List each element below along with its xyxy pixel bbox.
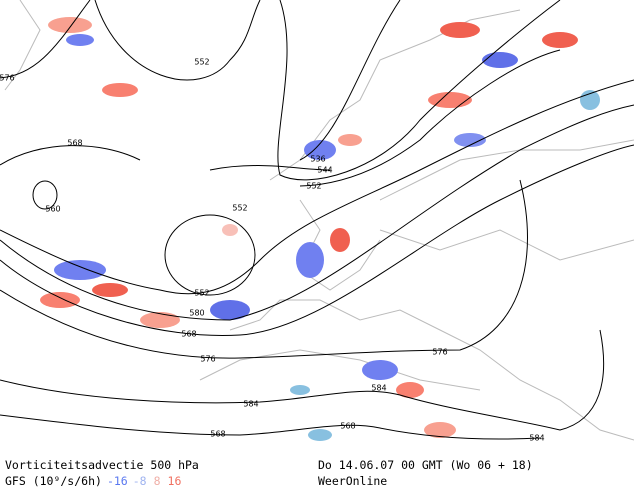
footer: Vorticiteitsadvectie 500 hPa GFS (10⁹/s/… xyxy=(5,458,533,488)
brand: WeerOnline xyxy=(318,474,387,488)
map-title: Vorticiteitsadvectie 500 hPa xyxy=(5,458,199,472)
contour-label: 536 xyxy=(310,155,325,164)
map-area xyxy=(0,0,634,455)
contour-label: 552 xyxy=(194,58,209,67)
contour-label: 580 xyxy=(189,309,204,318)
contour-label: 552 xyxy=(306,182,321,191)
legend-item: 8 xyxy=(154,474,161,488)
legend-item: -8 xyxy=(133,474,147,488)
forecast-date: Do 14.06.07 00 GMT (Wo 06 + 18) xyxy=(318,458,533,472)
contour-label: 568 xyxy=(67,139,82,148)
legend-item: 16 xyxy=(168,474,182,488)
unit: GFS (10⁹/s/6h) xyxy=(5,474,102,488)
coastlines xyxy=(4,0,634,441)
contour-label: 576 xyxy=(432,348,447,357)
contour-label: 584 xyxy=(243,400,258,409)
contour-label: 576 xyxy=(0,74,15,83)
contour-label: 568 xyxy=(210,430,225,439)
contour-label: 576 xyxy=(200,355,215,364)
contour-label: 560 xyxy=(45,205,60,214)
contour-label: 584 xyxy=(529,434,544,443)
contour-label: 584 xyxy=(371,384,386,393)
contour-label: 552 xyxy=(232,204,247,213)
contour-labels: 576 552 568 560 552 536 544 552 552 580 … xyxy=(0,58,545,443)
advection-blobs xyxy=(40,17,600,441)
contour-label: 544 xyxy=(317,166,332,175)
contour-label: 568 xyxy=(340,422,355,431)
contour-label: 552 xyxy=(194,289,209,298)
source: GFS (10⁹/s/6h) -16 -8 8 16 xyxy=(5,474,181,488)
legend-item: -16 xyxy=(107,474,128,488)
contour-label: 568 xyxy=(181,330,196,339)
isohypses xyxy=(0,0,634,440)
